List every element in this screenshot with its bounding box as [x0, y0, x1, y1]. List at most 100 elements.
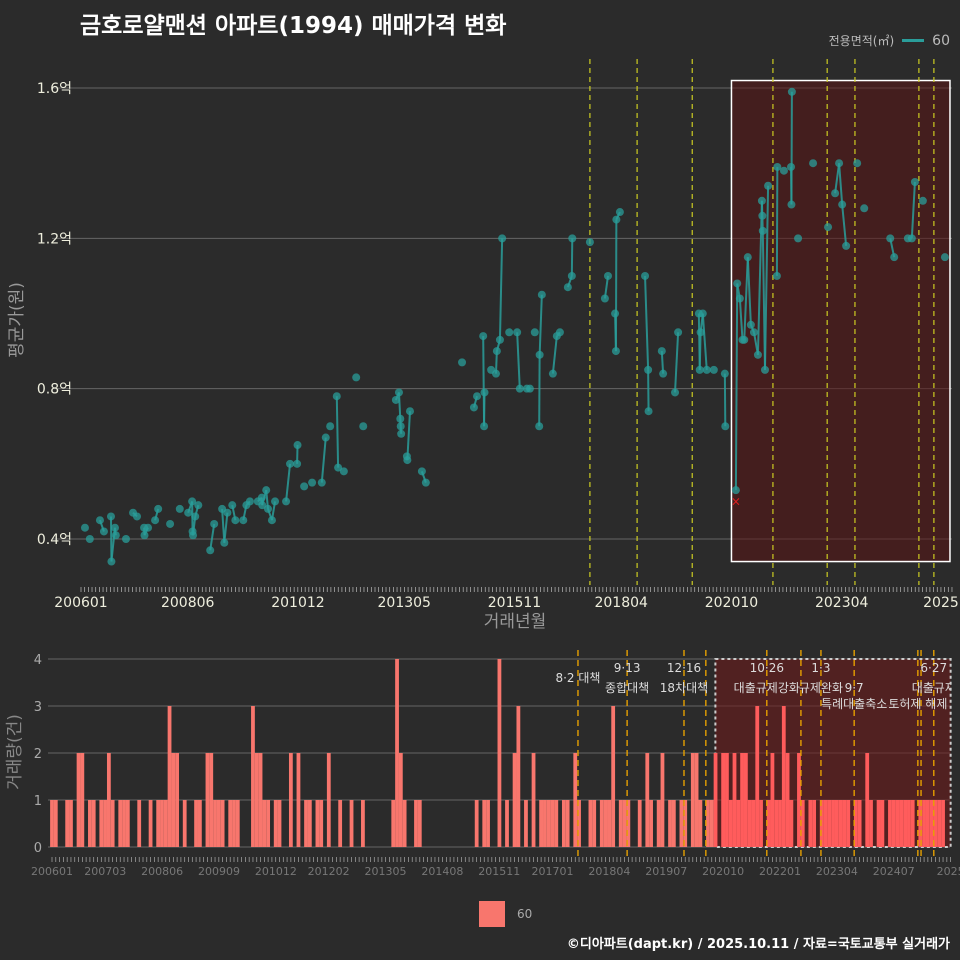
volume-bar: [307, 800, 312, 847]
volume-bar: [573, 753, 578, 847]
data-point: [603, 271, 612, 280]
data-point: [417, 467, 426, 476]
data-point: [886, 234, 895, 243]
series-line-segment: [538, 294, 543, 355]
data-point: [293, 441, 302, 450]
volume-bar: [277, 800, 282, 847]
volume-bar: [626, 800, 631, 847]
x-tick-label: 202304: [815, 595, 869, 611]
data-point: [85, 535, 94, 543]
volume-bar: [91, 800, 96, 847]
volume-bar: [649, 800, 653, 847]
volume-bar: [474, 800, 479, 847]
volume-bar: [163, 800, 168, 847]
data-point: [80, 523, 89, 532]
series-line-segment: [223, 512, 229, 543]
y-tick-label: 1.2억: [37, 231, 72, 247]
volume-bar: [725, 753, 729, 847]
volume-bar: [349, 800, 354, 847]
outlier-x-mark: ×: [731, 494, 741, 508]
data-point: [809, 159, 818, 168]
volume-bar: [118, 800, 123, 847]
volume-bar: [706, 800, 710, 847]
data-point: [746, 320, 755, 329]
volume-bar: [296, 753, 301, 847]
data-point: [239, 516, 248, 525]
x-axis-title: 거래년월: [484, 612, 547, 632]
data-point: [317, 478, 326, 487]
data-point: [731, 486, 740, 495]
volume-bar: [395, 659, 399, 847]
series-line-segment: [698, 332, 702, 370]
data-point: [671, 388, 680, 397]
data-point: [787, 162, 796, 171]
data-point: [842, 241, 851, 250]
volume-bar: [740, 753, 744, 847]
x-tick-label: 201804: [588, 865, 630, 878]
volume-bar: [414, 800, 418, 847]
y-tick-label: 1: [34, 794, 42, 809]
volume-bar: [99, 800, 104, 847]
data-point: [166, 519, 175, 528]
data-point: [860, 204, 869, 213]
y-tick-label: 0.4억: [37, 532, 72, 548]
x-tick-label: 200601: [31, 865, 73, 878]
volume-bar: [531, 753, 536, 847]
data-point: [695, 365, 704, 374]
volume-bar: [645, 753, 650, 847]
data-point: [397, 429, 406, 438]
data-point: [513, 328, 522, 337]
legend-title: 전용면적(㎡): [828, 34, 895, 48]
volume-bar: [69, 800, 73, 847]
data-point: [772, 271, 781, 280]
x-tick-label: 200806: [141, 865, 183, 878]
policy-annotation: 특례대출축소: [821, 697, 887, 711]
data-point: [760, 365, 769, 374]
volume-bar: [182, 800, 187, 847]
data-point: [326, 422, 335, 431]
volume-bar: [262, 800, 267, 847]
x-tick-label: 202010: [702, 865, 744, 878]
legend-bottom: 60: [479, 901, 532, 927]
data-point: [257, 493, 266, 502]
price-chart: 0.4억 0.8억 1.2억 1.6억 × 200601 200806 201012 20130…: [7, 59, 959, 632]
chart-title: 금호로얄맨션 아파트(1994) 매매가격 변화: [80, 13, 507, 39]
data-point: [282, 497, 291, 506]
volume-bar: [588, 800, 593, 847]
data-point: [611, 347, 620, 356]
volume-bar: [304, 800, 308, 847]
volume-bar: [698, 800, 703, 847]
x-tick-label: 201305: [378, 595, 431, 611]
volume-bar: [808, 800, 813, 847]
data-point: [95, 516, 104, 525]
volume-bar: [228, 800, 233, 847]
volume-bar: [213, 800, 217, 847]
data-point: [405, 407, 414, 416]
volume-bar: [361, 800, 365, 847]
data-point: [394, 388, 403, 397]
volume-bar: [497, 659, 502, 847]
series-line-segment: [910, 181, 916, 239]
volume-bar: [853, 800, 858, 847]
volume-bar: [869, 800, 873, 847]
series-line-segment: [674, 332, 680, 393]
policy-annotation: 8·2 대책: [555, 670, 600, 685]
volume-bar: [550, 800, 555, 847]
volume-bar: [770, 753, 775, 847]
volume-bar: [721, 753, 726, 847]
policy-annotation: 종합대책: [605, 680, 649, 695]
data-point: [567, 271, 576, 280]
series-line-segment: [551, 335, 558, 374]
volume-bar: [683, 800, 688, 847]
data-point: [151, 516, 160, 525]
data-point: [525, 384, 534, 393]
data-point: [184, 508, 193, 517]
data-point: [286, 459, 295, 468]
data-point: [794, 234, 803, 243]
volume-bar: [125, 800, 130, 847]
data-point: [140, 531, 149, 540]
series-line-segment: [209, 523, 216, 551]
volume-bar: [65, 800, 70, 847]
data-point: [787, 200, 796, 209]
policy-annotation: 9·13: [614, 661, 641, 675]
